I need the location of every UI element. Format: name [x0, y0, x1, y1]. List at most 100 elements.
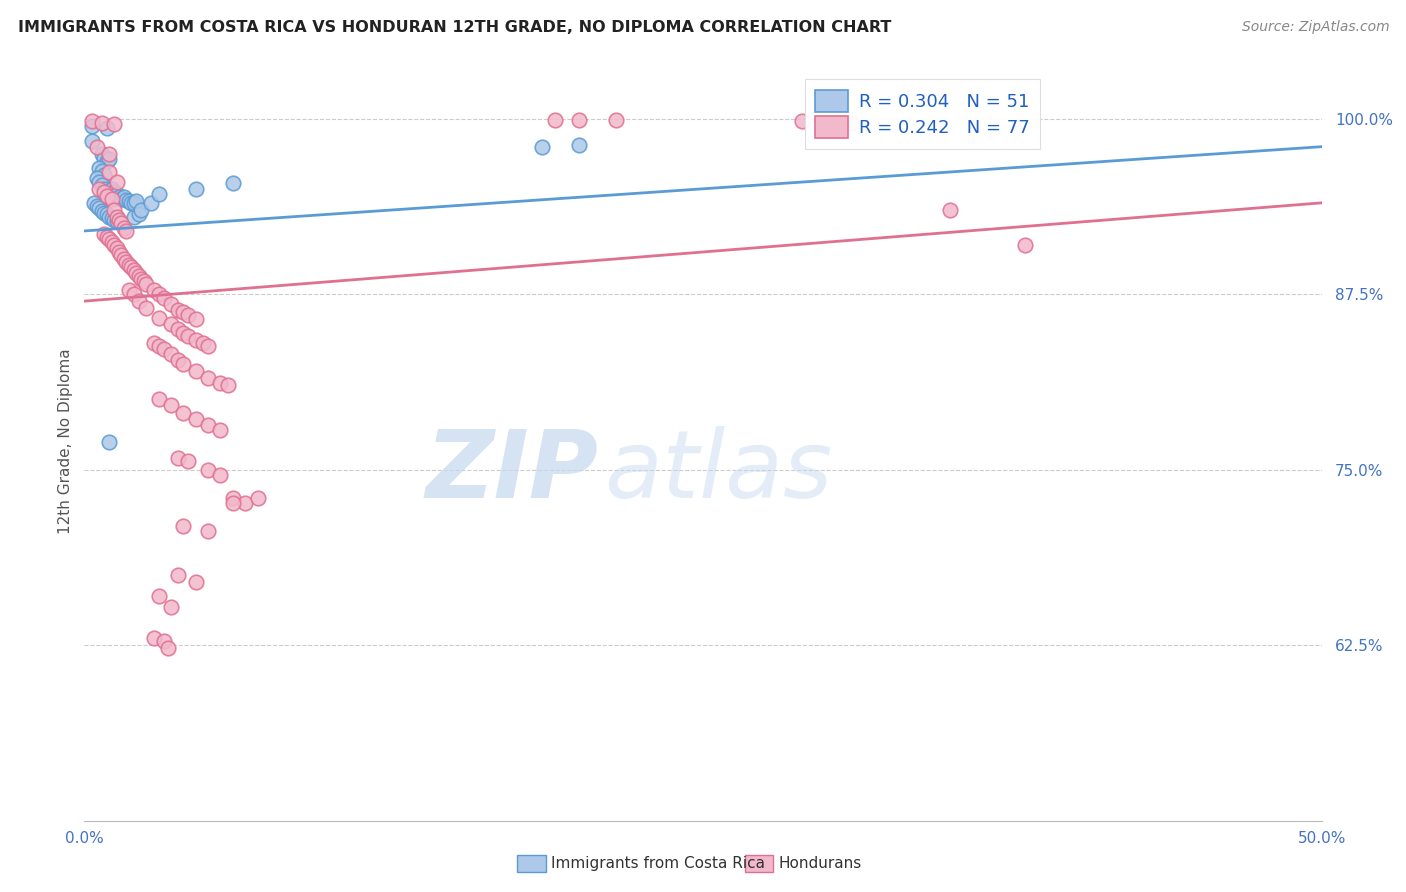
Point: [98, 232, 121, 246]
Point: [105, 210, 128, 224]
Point: [167, 568, 190, 582]
Text: Immigrants from Costa Rica: Immigrants from Costa Rica: [551, 856, 765, 871]
Point: [98, 165, 121, 179]
Point: [98, 153, 121, 167]
Point: [172, 326, 194, 341]
Point: [93, 227, 115, 241]
Point: [160, 600, 183, 615]
Point: [191, 336, 214, 351]
Point: [128, 207, 150, 221]
Point: [177, 308, 200, 322]
Point: [108, 212, 131, 227]
Point: [96, 189, 118, 203]
Point: [96, 121, 118, 136]
Point: [209, 468, 232, 483]
Point: [129, 271, 152, 285]
Point: [100, 182, 122, 196]
Point: [86, 199, 108, 213]
Point: [172, 518, 194, 533]
Point: [543, 113, 565, 128]
Point: [172, 357, 194, 371]
Point: [160, 317, 183, 331]
Point: [96, 153, 118, 168]
Point: [135, 277, 157, 292]
Point: [160, 297, 183, 311]
Text: atlas: atlas: [605, 426, 832, 517]
Point: [89, 202, 111, 216]
Point: [93, 182, 115, 196]
Point: [98, 434, 121, 449]
Point: [531, 139, 554, 153]
Point: [209, 376, 232, 390]
Point: [80, 114, 103, 128]
Point: [128, 294, 150, 309]
Point: [148, 339, 170, 353]
Point: [93, 205, 115, 219]
Point: [115, 255, 138, 269]
Point: [568, 138, 591, 153]
Point: [122, 287, 145, 301]
Point: [132, 275, 155, 289]
Point: [939, 202, 962, 217]
Point: [100, 235, 122, 249]
Point: [96, 229, 118, 244]
Point: [222, 496, 245, 510]
Point: [128, 268, 150, 283]
Point: [86, 170, 108, 185]
Point: [86, 139, 108, 153]
Point: [122, 210, 145, 224]
Text: Source: ZipAtlas.com: Source: ZipAtlas.com: [1241, 20, 1389, 34]
Point: [89, 182, 111, 196]
Point: [115, 224, 138, 238]
Point: [90, 163, 112, 178]
Point: [98, 146, 121, 161]
Point: [184, 312, 207, 326]
Point: [118, 194, 141, 209]
Point: [80, 119, 103, 133]
Point: [177, 454, 200, 468]
Point: [148, 287, 170, 301]
Point: [96, 207, 118, 221]
Point: [167, 322, 190, 336]
Point: [100, 211, 122, 226]
Point: [141, 195, 163, 210]
Point: [172, 305, 194, 319]
Point: [148, 187, 170, 202]
Point: [197, 339, 219, 353]
Point: [103, 238, 125, 252]
Point: [98, 186, 121, 200]
Point: [135, 301, 157, 315]
Point: [120, 260, 142, 275]
Point: [103, 202, 125, 217]
Point: [108, 245, 131, 260]
Point: [112, 190, 135, 204]
Point: [90, 146, 112, 161]
Point: [108, 190, 131, 204]
Point: [142, 283, 165, 297]
Point: [110, 192, 132, 206]
Point: [129, 202, 152, 217]
Point: [93, 185, 115, 199]
Point: [160, 347, 183, 361]
Text: ZIP: ZIP: [425, 425, 598, 518]
Point: [89, 161, 111, 175]
Point: [125, 194, 148, 209]
Point: [167, 302, 190, 317]
Point: [209, 423, 232, 437]
Point: [105, 175, 128, 189]
Point: [184, 182, 207, 196]
Point: [841, 116, 863, 130]
Point: [83, 195, 105, 210]
Point: [152, 342, 174, 356]
Point: [197, 462, 219, 476]
Point: [118, 258, 141, 272]
Point: [96, 185, 118, 199]
Point: [197, 417, 219, 432]
Point: [142, 336, 165, 351]
Point: [222, 176, 245, 190]
Text: Hondurans: Hondurans: [779, 856, 862, 871]
Point: [105, 241, 128, 255]
Point: [184, 364, 207, 378]
Point: [157, 640, 180, 655]
Point: [93, 151, 115, 165]
